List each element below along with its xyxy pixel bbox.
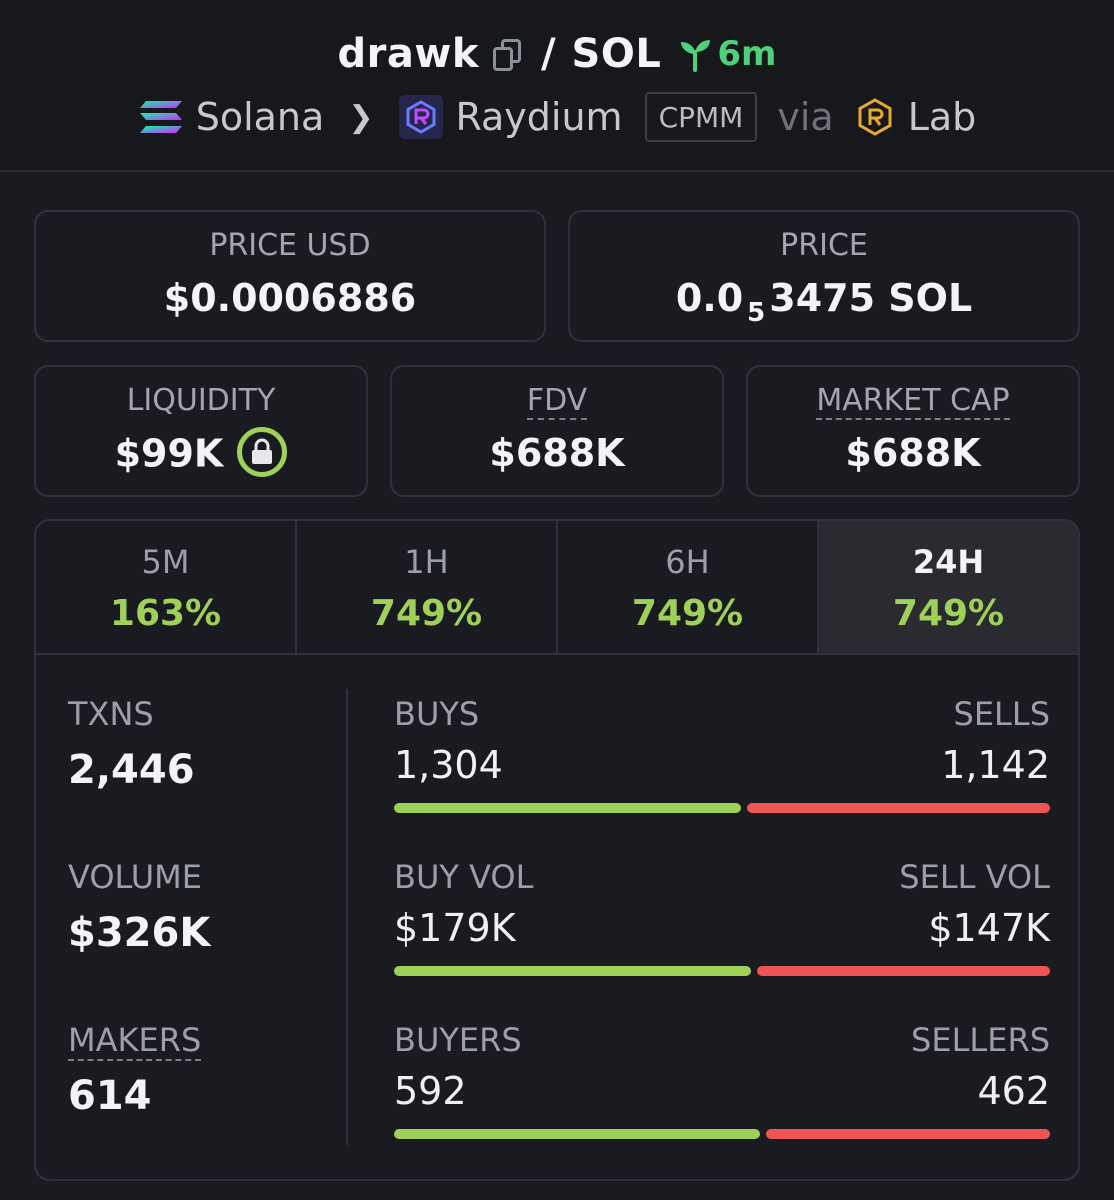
makers-value: 614 <box>68 1073 152 1119</box>
volume-ratio-bar <box>394 966 1050 976</box>
sellers-value: 462 <box>977 1069 1050 1113</box>
sprout-icon <box>681 40 711 72</box>
copy-icon[interactable] <box>492 37 523 71</box>
sellers-bar <box>765 1129 1050 1139</box>
makers-ratio-bar <box>394 1129 1050 1139</box>
makers-metric: MAKERS 614 <box>68 1021 202 1119</box>
market-cap-card: MARKET CAP $688K <box>746 365 1080 497</box>
sells-value: 1,142 <box>941 743 1050 787</box>
pair-header: drawk / SOL 6m Solana ❯ <box>0 0 1114 172</box>
price-usd-value: $0.0006886 <box>163 276 417 320</box>
tab-change: 749% <box>370 593 483 634</box>
tab-label: 24H <box>912 543 985 581</box>
buy-sell-ratio-bar <box>394 803 1050 813</box>
chain-name[interactable]: Solana <box>195 95 325 139</box>
via-label: via <box>777 95 834 139</box>
solana-logo-icon[interactable] <box>138 99 184 135</box>
sells-label: SELLS <box>953 695 1051 733</box>
buyers-value: 592 <box>394 1069 467 1113</box>
price-prefix: 0.0 <box>675 276 744 320</box>
buys-value: 1,304 <box>394 743 503 787</box>
makers-label[interactable]: MAKERS <box>68 1021 202 1061</box>
launchpad-name[interactable]: Lab <box>907 95 977 139</box>
raydium-logo-icon[interactable] <box>399 95 444 139</box>
txns-value: 2,446 <box>68 747 195 793</box>
tab-label: 1H <box>404 543 449 581</box>
txns-split: BUYS SELLS 1,304 1,142 <box>394 695 1050 813</box>
volume-split: BUY VOL SELL VOL $179K $147K <box>394 858 1050 976</box>
price-native-value: 0.0 5 3475 SOL <box>570 276 1078 328</box>
divider <box>346 689 348 1145</box>
makers-split: BUYERS SELLERS 592 462 <box>394 1021 1050 1139</box>
price-native-card: PRICE 0.0 5 3475 SOL <box>568 210 1080 342</box>
timeframe-tabs: 5M 163% 1H 749% 6H 749% 24H 749% <box>36 521 1078 655</box>
volume-metric: VOLUME $326K <box>68 858 210 956</box>
pair-age-value: 6m <box>717 34 777 74</box>
tab-change: 749% <box>631 593 744 634</box>
market-cap-label[interactable]: MARKET CAP <box>816 383 1010 420</box>
price-digits: 3475 <box>769 276 876 320</box>
sell-vol-bar <box>757 966 1050 976</box>
launchlab-logo-icon[interactable] <box>856 98 894 136</box>
buy-vol-bar <box>394 966 752 976</box>
pair-route: Solana ❯ Raydium CPMM via Lab <box>0 90 1114 144</box>
sell-bar <box>746 803 1050 813</box>
txns-label: TXNS <box>68 695 154 733</box>
liquidity-value: $99K <box>114 431 224 476</box>
pair-title: drawk / SOL 6m <box>0 28 1114 80</box>
lock-icon[interactable] <box>237 427 288 477</box>
sell-vol-value: $147K <box>928 906 1050 950</box>
fdv-card: FDV $688K <box>390 365 724 497</box>
tab-label: 5M <box>141 543 190 581</box>
price-unit: SOL <box>888 276 973 320</box>
volume-label: VOLUME <box>68 858 202 896</box>
liquidity-value-row: $99K <box>36 427 366 481</box>
sell-vol-label: SELL VOL <box>899 858 1050 896</box>
buy-bar <box>394 803 741 813</box>
volume-value: $326K <box>68 910 211 956</box>
fdv-label[interactable]: FDV <box>526 383 588 420</box>
token-symbol: drawk <box>337 31 479 77</box>
tab-6h[interactable]: 6H 749% <box>558 521 819 653</box>
price-zero-count: 5 <box>747 298 766 328</box>
tab-24h[interactable]: 24H 749% <box>819 521 1078 653</box>
market-cap-value: $688K <box>845 431 981 475</box>
liquidity-label: LIQUIDITY <box>126 383 276 418</box>
pool-type-badge: CPMM <box>644 92 758 142</box>
pair-separator: / <box>540 31 556 77</box>
buyers-bar <box>394 1129 760 1139</box>
quote-symbol: SOL <box>571 31 662 77</box>
buys-label: BUYS <box>394 695 480 733</box>
tab-change: 749% <box>892 593 1005 634</box>
pair-age: 6m <box>677 34 776 74</box>
price-usd-card: PRICE USD $0.0006886 <box>34 210 546 342</box>
stats-panel: 5M 163% 1H 749% 6H 749% 24H 749% TXNS 2,… <box>34 519 1080 1181</box>
tab-1h[interactable]: 1H 749% <box>297 521 558 653</box>
price-native-label: PRICE <box>780 228 868 263</box>
dex-name[interactable]: Raydium <box>455 95 623 139</box>
tab-5m[interactable]: 5M 163% <box>36 521 297 653</box>
buyers-label: BUYERS <box>394 1021 522 1059</box>
liquidity-card: LIQUIDITY $99K <box>34 365 368 497</box>
buy-vol-label: BUY VOL <box>394 858 534 896</box>
tab-label: 6H <box>665 543 710 581</box>
fdv-value: $688K <box>489 431 625 475</box>
tab-change: 163% <box>109 593 222 634</box>
txns-metric: TXNS 2,446 <box>68 695 195 793</box>
buy-vol-value: $179K <box>394 906 516 950</box>
sellers-label: SELLERS <box>911 1021 1050 1059</box>
chevron-right-icon: ❯ <box>348 99 374 135</box>
price-usd-label: PRICE USD <box>209 228 371 263</box>
